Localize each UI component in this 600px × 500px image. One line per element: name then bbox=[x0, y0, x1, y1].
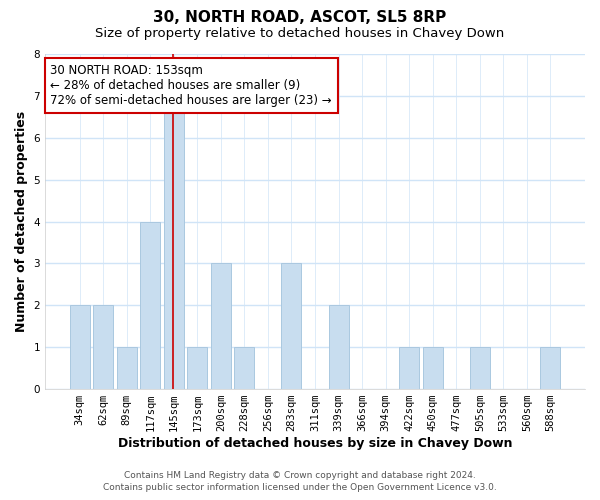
X-axis label: Distribution of detached houses by size in Chavey Down: Distribution of detached houses by size … bbox=[118, 437, 512, 450]
Bar bbox=[211, 264, 231, 389]
Text: Contains HM Land Registry data © Crown copyright and database right 2024.
Contai: Contains HM Land Registry data © Crown c… bbox=[103, 471, 497, 492]
Text: Size of property relative to detached houses in Chavey Down: Size of property relative to detached ho… bbox=[95, 28, 505, 40]
Bar bbox=[70, 306, 89, 389]
Bar bbox=[541, 347, 560, 389]
Bar bbox=[329, 306, 349, 389]
Bar bbox=[140, 222, 160, 389]
Bar bbox=[399, 347, 419, 389]
Bar bbox=[423, 347, 443, 389]
Bar bbox=[164, 96, 184, 389]
Bar bbox=[235, 347, 254, 389]
Text: 30 NORTH ROAD: 153sqm
← 28% of detached houses are smaller (9)
72% of semi-detac: 30 NORTH ROAD: 153sqm ← 28% of detached … bbox=[50, 64, 332, 107]
Bar bbox=[187, 347, 208, 389]
Text: 30, NORTH ROAD, ASCOT, SL5 8RP: 30, NORTH ROAD, ASCOT, SL5 8RP bbox=[154, 10, 446, 25]
Bar bbox=[470, 347, 490, 389]
Bar bbox=[93, 306, 113, 389]
Y-axis label: Number of detached properties: Number of detached properties bbox=[15, 111, 28, 332]
Bar bbox=[116, 347, 137, 389]
Bar bbox=[281, 264, 301, 389]
